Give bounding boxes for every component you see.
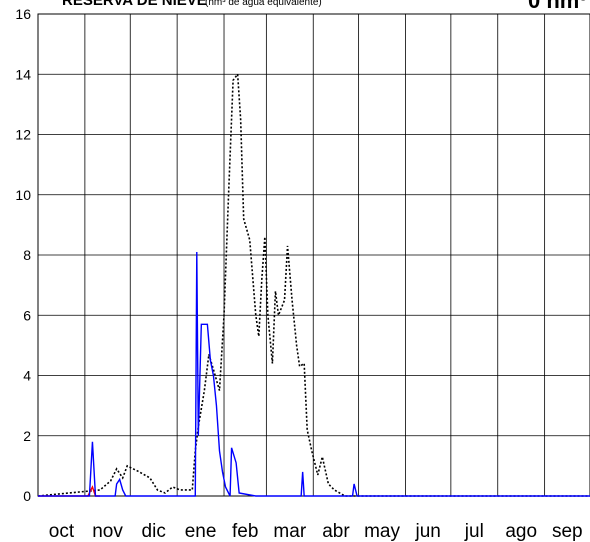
x-tick-label: dic xyxy=(142,521,166,542)
y-tick-label: 12 xyxy=(15,127,31,143)
x-tick-label: may xyxy=(364,521,400,542)
data-line xyxy=(38,251,590,497)
y-tick-label: 4 xyxy=(23,368,31,384)
x-tick-label: feb xyxy=(232,521,258,542)
x-tick-label: abr xyxy=(322,521,350,542)
x-tick-label: sep xyxy=(552,521,583,542)
annotation: 0 hm³ xyxy=(528,0,587,13)
x-tick-label: ene xyxy=(185,521,217,542)
y-tick-label: 10 xyxy=(15,187,31,203)
chart-subtitle: (hm³ de agua equivalente) xyxy=(205,0,322,8)
data-line xyxy=(37,72,590,497)
y-tick-label: 0 xyxy=(23,488,31,504)
y-tick-label: 2 xyxy=(23,428,31,444)
x-tick-label: ago xyxy=(505,521,537,542)
y-tick-label: 16 xyxy=(15,6,31,22)
x-tick-label: jul xyxy=(464,521,484,542)
chart-title: RESERVA DE NIEVE xyxy=(62,0,207,9)
x-tick-label: mar xyxy=(273,521,306,542)
y-tick-label: 8 xyxy=(23,247,31,263)
x-tick-label: jun xyxy=(415,521,441,542)
y-tick-label: 6 xyxy=(23,307,31,323)
y-tick-label: 14 xyxy=(15,66,31,82)
x-tick-label: nov xyxy=(92,521,123,542)
x-tick-label: oct xyxy=(49,521,75,542)
